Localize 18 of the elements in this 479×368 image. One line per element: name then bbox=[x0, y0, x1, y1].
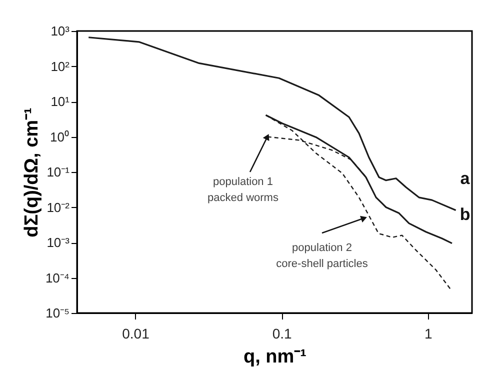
annotation: population 2 core-shell particles bbox=[276, 242, 368, 270]
y-tick-label: 10² bbox=[50, 58, 70, 74]
y-tick-label: 10⁻⁵ bbox=[46, 306, 70, 320]
x-tick-label: 1 bbox=[424, 326, 433, 342]
x-tick-label: 0.01 bbox=[122, 326, 150, 342]
y-tick-label: 10⁻¹ bbox=[46, 164, 70, 180]
y-tick-label: 10⁰ bbox=[50, 129, 70, 144]
y-tick-label: 10⁻² bbox=[46, 200, 70, 215]
y-axis-title: dΣ(q)/dΩ, cm⁻¹ bbox=[21, 108, 42, 238]
x-tick-label: 0.1 bbox=[272, 326, 292, 342]
annotation: b bbox=[460, 205, 470, 224]
y-tick-label: 10¹ bbox=[50, 94, 70, 109]
y-tick-label: 10⁻³ bbox=[46, 235, 70, 250]
x-axis-title: q, nm⁻¹ bbox=[244, 346, 306, 368]
annotation: population 1 packed worms bbox=[208, 176, 279, 204]
y-tick-label: 10⁻⁴ bbox=[45, 270, 70, 286]
annotation: a bbox=[460, 169, 470, 188]
y-tick-label: 10³ bbox=[50, 24, 70, 38]
